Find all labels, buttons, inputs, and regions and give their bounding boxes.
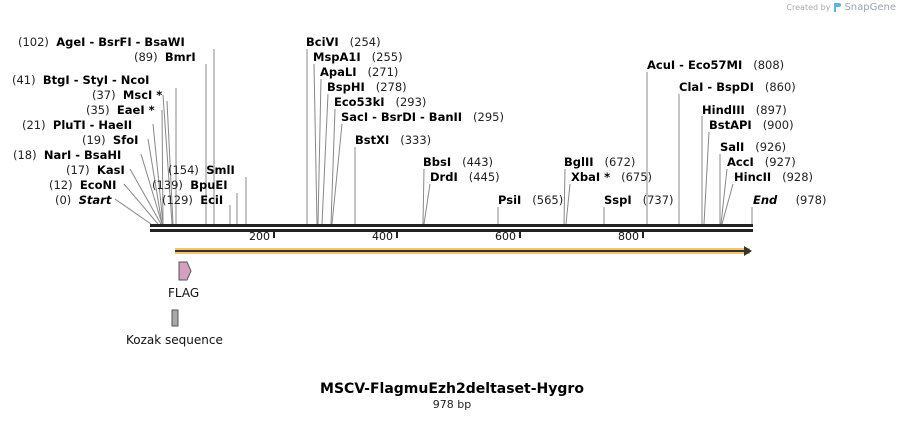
site-label-start[interactable]: (0) Start (55, 193, 112, 207)
site-label-hincii[interactable]: HincII (928) (734, 170, 814, 184)
site-label-sspi[interactable]: SspI (737) (604, 193, 674, 207)
backbone-bottom-strand (150, 229, 753, 232)
site-label-xbai[interactable]: XbaI * (675) (571, 170, 653, 184)
backbone-top-strand (150, 224, 753, 227)
snapgene-credit: Created by SnapGene (786, 2, 896, 13)
site-label-bbsi[interactable]: BbsI (443) (423, 155, 494, 169)
site-label-mspa1i[interactable]: MspA1I (255) (313, 50, 403, 64)
site-label-bstxi[interactable]: BstXI (333) (355, 133, 432, 147)
kozak-feature-box[interactable] (171, 309, 179, 327)
site-label-bsphi[interactable]: BspHI (278) (327, 80, 407, 94)
feature-label-flag[interactable]: FLAG (168, 286, 200, 300)
site-label-msci[interactable]: (37) MscI * (92, 88, 163, 102)
site-label-bstapi[interactable]: BstAPI (900) (709, 118, 794, 132)
map-length: 978 bp (432, 398, 472, 411)
map-title: MSCV-FlagmuEzh2deltaset-Hygro (320, 381, 584, 397)
credit-prefix: Created by (786, 3, 831, 12)
site-label-bcivi[interactable]: BciVI (254) (306, 35, 381, 49)
site-label-saci[interactable]: SacI - BsrDI - BanII (295) (341, 110, 504, 124)
tick-label-200: 200 (249, 230, 270, 243)
site-label-psii[interactable]: PsiI (565) (498, 193, 564, 207)
site-label-apali[interactable]: ApaLI (271) (320, 65, 399, 79)
site-label-acci[interactable]: AccI (927) (727, 155, 796, 169)
site-label-eaei[interactable]: (35) EaeI * (86, 103, 155, 117)
site-label-pluti[interactable]: (21) PluTI - HaeII (22, 118, 133, 132)
site-label-acui[interactable]: AcuI - Eco57MI (808) (647, 58, 785, 72)
tick-label-600: 600 (495, 230, 516, 243)
tick-label-400: 400 (372, 230, 393, 243)
site-label-hindiii[interactable]: HindIII (897) (702, 103, 787, 117)
site-label-smli[interactable]: (154) SmlI (168, 163, 235, 177)
site-label-btgi[interactable]: (41) BtgI - StyI - NcoI (12, 73, 150, 87)
tick-label-800: 800 (618, 230, 639, 243)
site-label-sfoi[interactable]: (19) SfoI (82, 133, 139, 147)
site-label-nari[interactable]: (18) NarI - BsaHI (13, 148, 122, 162)
site-label-ecii[interactable]: (129) EciI (162, 193, 224, 207)
site-label-bpuei[interactable]: (139) BpuEI (152, 178, 228, 192)
site-label-sali[interactable]: SalI (926) (720, 140, 787, 154)
site-label-agei[interactable]: (102) AgeI - BsrFI - BsaWI (18, 35, 185, 49)
site-label-eco53ki[interactable]: Eco53kI (293) (334, 95, 427, 109)
site-label-drdi[interactable]: DrdI (445) (430, 170, 500, 184)
site-label-clai[interactable]: ClaI - BspDI (860) (679, 80, 796, 94)
site-label-bmri[interactable]: (89) BmrI (134, 50, 196, 64)
orf-arrow[interactable] (175, 246, 752, 256)
site-label-kasi[interactable]: (17) KasI (66, 163, 125, 177)
snapgene-logo-icon (834, 3, 842, 12)
feature-label-kozak[interactable]: Kozak sequence (126, 333, 223, 347)
site-label-econi[interactable]: (12) EcoNI (49, 178, 117, 192)
cut-site-lines (114, 49, 753, 225)
scale-ticks (273, 232, 644, 238)
site-label-bglii[interactable]: BglII (672) (564, 155, 636, 169)
flag-feature-arrow[interactable] (178, 261, 192, 281)
site-label-end[interactable]: End (978) (753, 193, 827, 207)
credit-brand: SnapGene (844, 2, 896, 13)
